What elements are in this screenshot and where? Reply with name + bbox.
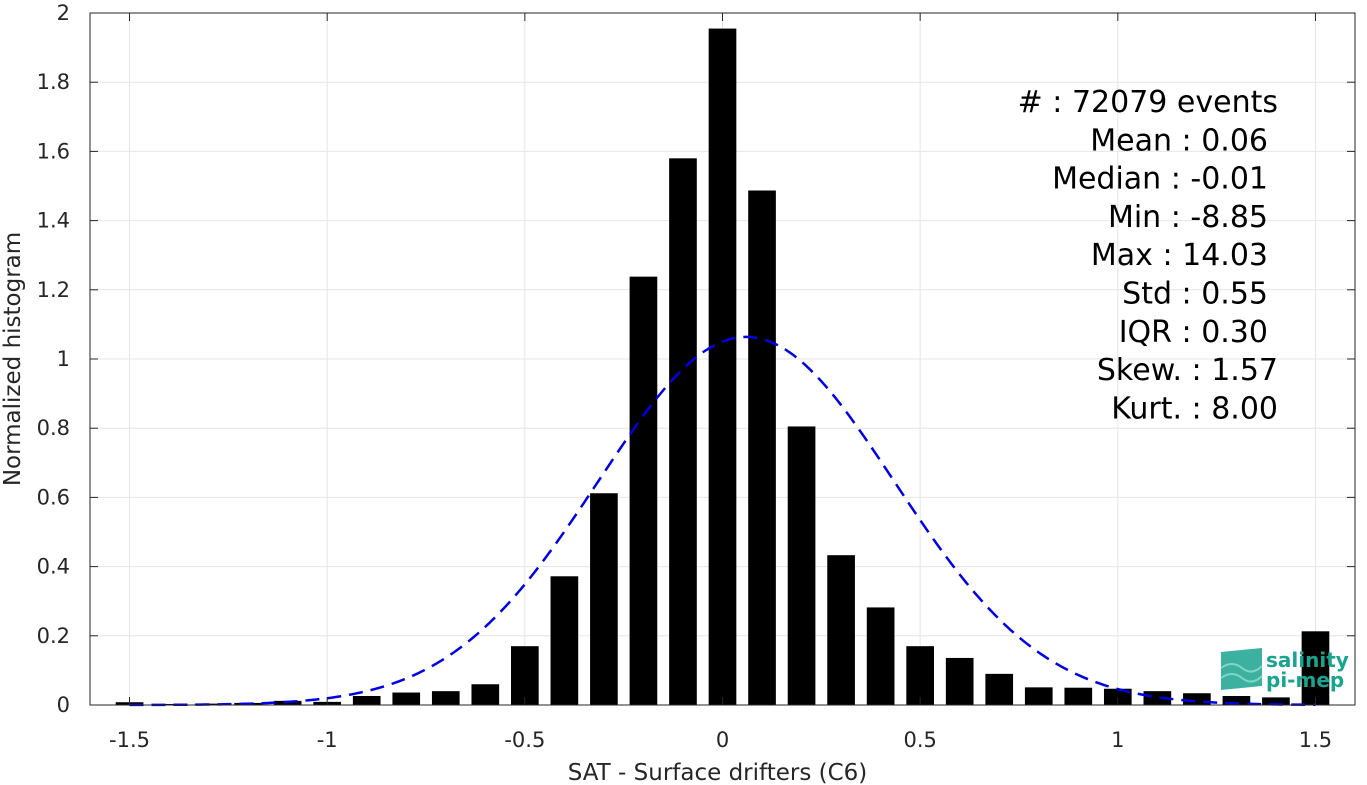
gaussian-fit-curve <box>129 335 1316 707</box>
stat-line: Min : -8.85 <box>1108 200 1268 235</box>
y-tick-label: 0.6 <box>37 485 70 509</box>
y-tick-label: 1.4 <box>37 209 70 233</box>
x-tick-label: -1.5 <box>109 728 150 752</box>
histogram-bar <box>1301 631 1330 705</box>
histogram-bar <box>708 28 737 705</box>
y-tick-label: 1 <box>57 347 70 371</box>
x-tick-label: 0.5 <box>903 728 936 752</box>
histogram-bar <box>392 692 421 705</box>
histogram-bar <box>511 646 539 705</box>
histogram-bar <box>471 684 500 705</box>
salinity-pimep-logo: salinity pi-mep <box>1220 648 1349 692</box>
stat-line: IQR : 0.30 <box>1119 315 1268 350</box>
histogram-bar <box>787 426 816 705</box>
histogram-bar <box>866 607 895 705</box>
stat-line: Std : 0.55 <box>1122 277 1268 312</box>
stat-line: Kurt. : 8.00 <box>1111 391 1278 426</box>
x-tick-label: 0 <box>716 728 729 752</box>
histogram-bar <box>906 646 934 705</box>
histogram-bar <box>1064 687 1093 705</box>
stat-line: Median : -0.01 <box>1052 162 1268 197</box>
y-tick-label: 0.8 <box>37 416 70 440</box>
histogram-bar <box>748 190 776 706</box>
histogram-bar <box>590 493 618 705</box>
x-tick-label: -1 <box>317 728 338 752</box>
stat-line: Skew. : 1.57 <box>1097 353 1278 388</box>
x-axis-label: SAT - Surface drifters (C6) <box>568 760 868 785</box>
x-axis-ticks: -1.5 -1 -0.5 0 0.5 1 1.5 <box>109 13 1332 752</box>
histogram-bar <box>827 555 855 705</box>
histogram-bar <box>985 673 1014 705</box>
histogram-bars <box>115 28 1330 706</box>
histogram-bar <box>431 691 460 705</box>
y-tick-label: 2 <box>57 1 70 25</box>
y-tick-label: 0.4 <box>37 555 70 579</box>
histogram-bar <box>1103 688 1132 705</box>
x-tick-label: 1.5 <box>1299 728 1332 752</box>
y-axis-label: Normalized histogram <box>0 232 26 486</box>
histogram-bar <box>945 657 974 705</box>
y-tick-label: 0 <box>57 693 70 717</box>
x-tick-label: 1 <box>1111 728 1124 752</box>
logo-line-2: pi-mep <box>1266 668 1344 692</box>
logo-wave-icon <box>1220 648 1263 690</box>
histogram-bar <box>1024 687 1053 705</box>
x-tick-label: -0.5 <box>504 728 545 752</box>
y-tick-label: 1.6 <box>37 139 70 163</box>
histogram-bar <box>550 576 579 705</box>
y-axis-ticks: 0 0.2 0.4 0.6 0.8 1 1.2 1.4 1.6 1.8 2 <box>37 1 1355 717</box>
histogram-bar <box>1143 691 1172 705</box>
stat-line: # : 72079 events <box>1018 85 1278 120</box>
logo-line-1: salinity <box>1266 648 1349 672</box>
y-tick-label: 1.2 <box>37 278 70 302</box>
histogram-bar <box>1222 696 1251 705</box>
y-tick-label: 1.8 <box>37 70 70 94</box>
histogram-bar <box>352 696 381 705</box>
stat-line: Mean : 0.06 <box>1090 123 1268 158</box>
stat-line: Max : 14.03 <box>1091 238 1268 273</box>
histogram-bar <box>1262 697 1290 705</box>
histogram-bar <box>1183 693 1211 705</box>
histogram-bar <box>669 158 697 705</box>
y-tick-label: 0.2 <box>37 624 70 648</box>
histogram-bar <box>629 276 658 705</box>
histogram-bar <box>155 703 183 705</box>
